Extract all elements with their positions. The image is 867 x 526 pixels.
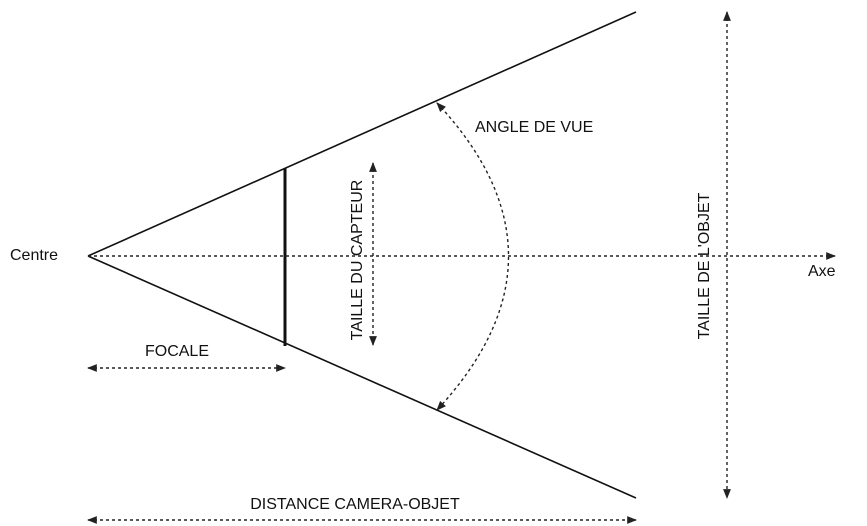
sensor-size-label: TAILLE DU CAPTEUR (349, 180, 366, 341)
view-angle-label: ANGLE DE VUE (475, 119, 593, 136)
object-size-label: TAILLE DE L'OBJET (696, 192, 713, 339)
distance-label: DISTANCE CAMERA-OBJET (250, 496, 460, 513)
centre-label: Centre (10, 247, 58, 264)
lower-ray (87, 255, 637, 499)
focal-label: FOCALE (145, 343, 209, 360)
axis-label: Axe (808, 263, 836, 280)
angle-arc (436, 102, 510, 411)
upper-ray (87, 11, 637, 257)
